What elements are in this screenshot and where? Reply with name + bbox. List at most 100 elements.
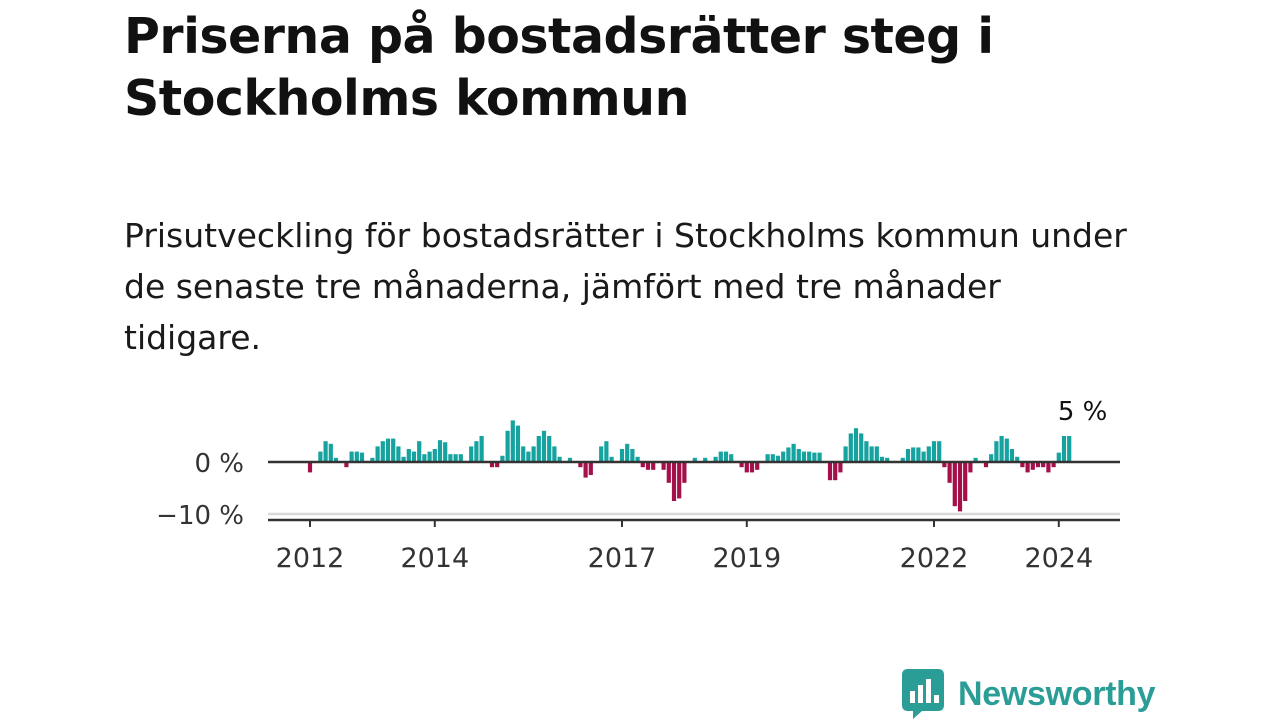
bar xyxy=(1056,452,1061,462)
bar xyxy=(604,441,609,462)
bar xyxy=(359,452,365,462)
bar xyxy=(921,451,926,462)
bar xyxy=(843,446,848,462)
bar xyxy=(661,462,666,470)
bar xyxy=(505,430,510,462)
latest-value-label: 5 % xyxy=(1058,397,1108,427)
bar xyxy=(583,462,588,478)
bar-chart: 2012 2014 2017 2019 2022 2024 0 % −10 % 5 % xyxy=(156,397,1120,574)
y-tick-label: 0 % xyxy=(194,449,244,479)
bar xyxy=(1061,436,1067,462)
bar xyxy=(495,462,500,468)
bar xyxy=(328,443,333,462)
bar-series xyxy=(307,420,1072,512)
bar xyxy=(411,451,417,462)
bar xyxy=(963,462,968,501)
bar xyxy=(952,462,957,507)
bar xyxy=(937,441,942,462)
bar xyxy=(619,449,625,462)
bar xyxy=(812,452,817,462)
bar xyxy=(713,456,718,462)
bar xyxy=(448,454,453,462)
bar xyxy=(536,436,541,462)
x-tick-label: 2024 xyxy=(1024,543,1093,574)
bar xyxy=(999,436,1004,462)
newsworthy-logo-text: Newsworthy xyxy=(958,674,1156,713)
x-tick-label: 2019 xyxy=(712,543,781,574)
bar xyxy=(1051,462,1056,468)
bar xyxy=(437,440,443,462)
bar xyxy=(874,446,879,462)
bar xyxy=(848,433,853,462)
bar xyxy=(422,454,427,462)
bar xyxy=(489,462,495,468)
bar xyxy=(479,436,484,462)
bar xyxy=(786,447,791,462)
bar xyxy=(645,462,651,470)
bar xyxy=(838,462,843,473)
bar xyxy=(1004,438,1009,462)
bar xyxy=(973,457,978,462)
bar xyxy=(677,462,682,499)
bar xyxy=(796,449,801,462)
bar xyxy=(671,462,677,501)
bar xyxy=(458,454,463,462)
bar xyxy=(396,446,401,462)
bar xyxy=(417,441,422,462)
x-tick-label: 2014 xyxy=(400,543,469,574)
bar xyxy=(500,455,505,462)
bar xyxy=(729,454,734,462)
bar xyxy=(521,446,526,462)
bar xyxy=(791,443,796,462)
chart-subtitle: Prisutveckling för bostadsrätter i Stock… xyxy=(124,216,1127,357)
axis-labels: 2012 2014 2017 2019 2022 2024 0 % −10 % 5 % xyxy=(156,397,1107,574)
bar xyxy=(1046,462,1051,473)
bar xyxy=(307,462,313,473)
bar xyxy=(567,457,573,462)
bar xyxy=(1067,436,1072,462)
bar xyxy=(994,441,999,462)
bar xyxy=(1015,456,1020,462)
bar xyxy=(370,457,375,462)
x-tick-label: 2022 xyxy=(900,543,969,574)
x-tick-label: 2012 xyxy=(276,543,345,574)
bar xyxy=(552,446,557,462)
bar xyxy=(703,457,708,462)
bar xyxy=(1025,462,1030,473)
bar xyxy=(911,447,916,462)
bar xyxy=(510,420,515,462)
axes xyxy=(268,460,1120,527)
bar xyxy=(344,462,349,468)
bar xyxy=(723,451,729,462)
bar xyxy=(947,462,952,483)
bar xyxy=(859,433,864,462)
bar xyxy=(515,425,521,462)
bar xyxy=(635,456,640,462)
bar xyxy=(879,456,885,462)
newsworthy-logo: Newsworthy xyxy=(902,668,1156,720)
bar xyxy=(354,451,359,462)
bar xyxy=(739,462,744,468)
bar xyxy=(692,457,697,462)
bar xyxy=(817,452,822,462)
bar xyxy=(905,449,911,462)
bar xyxy=(1009,449,1015,462)
bar xyxy=(531,446,536,462)
bar xyxy=(625,443,630,462)
chart-title: Priserna på bostadsrätter steg i Stockho… xyxy=(124,8,994,127)
bar xyxy=(401,456,406,462)
bar xyxy=(869,446,874,462)
bar xyxy=(682,462,687,483)
bar xyxy=(801,451,807,462)
bar xyxy=(599,446,604,462)
bar xyxy=(983,462,989,468)
bar xyxy=(469,446,474,462)
bar xyxy=(432,449,437,462)
bar xyxy=(864,441,869,462)
bar xyxy=(931,441,937,462)
bar xyxy=(541,430,547,462)
bar xyxy=(833,462,838,481)
bar xyxy=(651,462,656,470)
bar xyxy=(900,457,905,462)
bar xyxy=(526,451,531,462)
